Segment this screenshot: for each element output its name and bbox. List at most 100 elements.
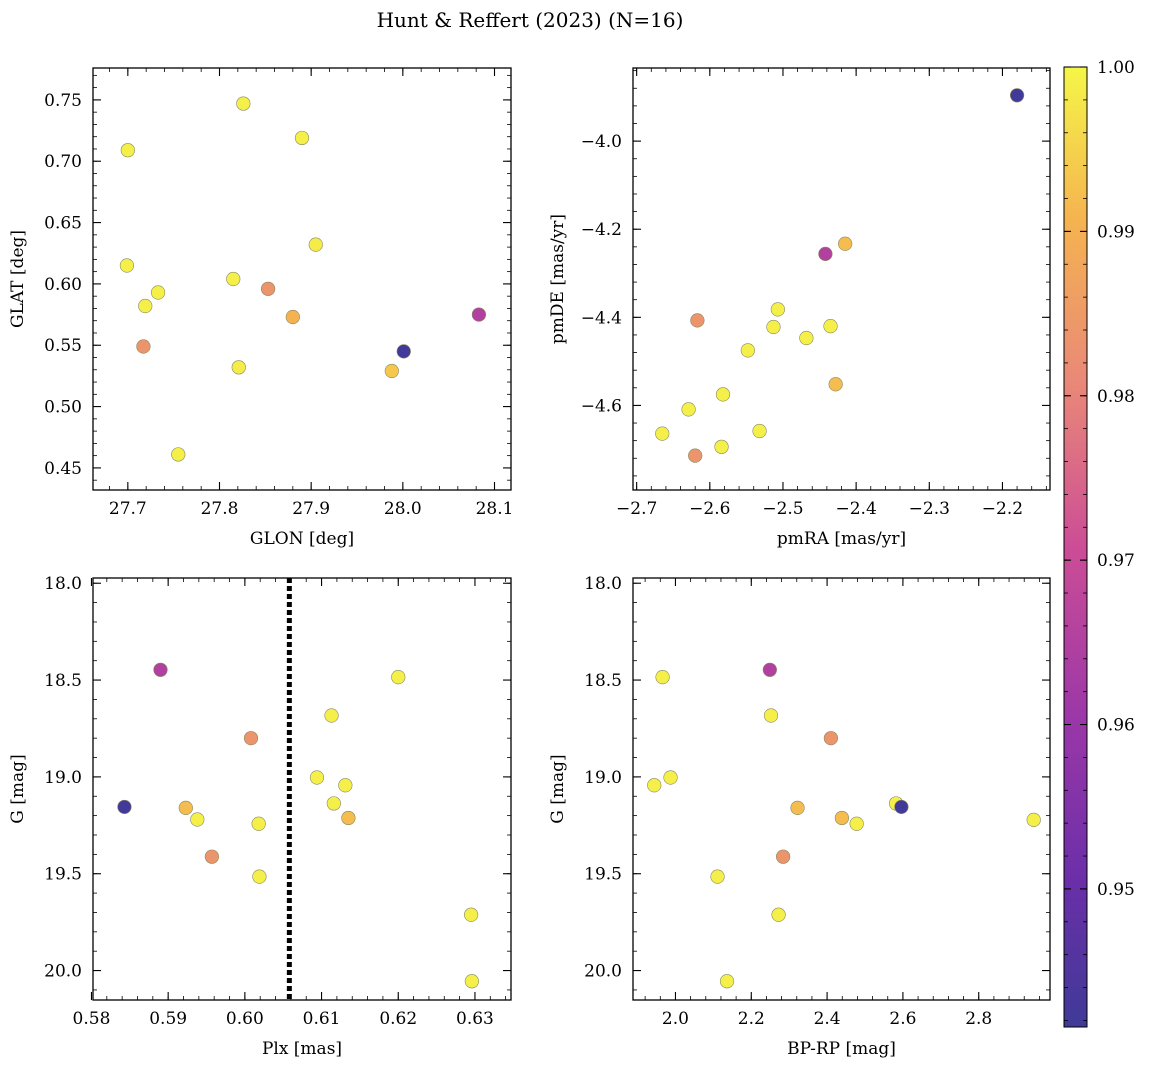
scatter-point [150,285,166,300]
colorbar-gradient [1063,66,1088,1028]
y-axis-label: G [mag] [548,754,568,823]
scatter-point [119,258,135,273]
y-tick-label: 20.0 [44,962,82,982]
scatter-point [338,778,353,793]
scatter-point [294,130,310,146]
scatter-point [120,143,135,158]
scatter-point [178,800,193,815]
scatter-point [285,309,300,325]
scatter-point [1009,88,1025,103]
y-tick-label: 18.5 [584,671,622,691]
scatter-point [790,800,805,815]
y-axis-label: GLAT [deg] [8,230,28,328]
x-tick-label: 2.0 [662,1009,689,1029]
scatter-point [828,377,843,392]
scatter-point [771,907,786,922]
x-tick-label: 0.60 [226,1009,264,1029]
colorbar-tick-label: 0.95 [1097,880,1135,900]
scatter-point [396,344,411,359]
scatter-point [849,816,864,831]
colorbar-tick-label: 0.99 [1097,222,1135,242]
y-tick-label: 19.5 [44,865,82,885]
scatter-point [763,708,779,723]
y-tick-label: −4.2 [581,220,622,240]
scatter-point [690,313,705,328]
y-tick-label: −4.4 [581,308,622,328]
x-tick-label: −2.5 [762,499,803,519]
scatter-point [309,770,325,785]
colorbar-tick-label: 0.97 [1097,551,1135,571]
plot-frame [92,67,512,491]
scatter-point [710,869,725,884]
y-tick-label: 0.75 [44,91,82,111]
plot-frame [632,67,1051,491]
x-tick-label: 27.7 [109,499,147,519]
y-tick-label: 19.0 [584,768,622,788]
y-tick-label: 0.70 [44,152,82,172]
scatter-point [740,343,755,358]
scatter-point [136,339,151,354]
scatter-point [324,708,339,723]
scatter-point [766,319,781,335]
scatter-point [138,298,153,314]
x-tick-label: −2.3 [909,499,950,519]
scatter-point [190,812,205,827]
scatter-point [341,810,356,826]
scatter-point [681,402,696,417]
y-tick-label: −4.0 [581,132,622,152]
x-tick-label: 28.0 [384,499,422,519]
x-tick-label: 0.58 [73,1009,111,1029]
x-tick-label: 0.59 [149,1009,187,1029]
scatter-point [236,96,251,111]
scatter-point [823,319,838,334]
scatter-point [308,237,323,252]
y-tick-label: 0.50 [44,398,82,418]
scatter-point [834,810,849,826]
panel-plx-g: 0.58 0.59 0.60 0.61 0.62 0.63 18.0 18.5 19.0 19.5… [8,574,512,1059]
scatter-point [752,423,767,439]
x-tick-label: 2.8 [965,1009,992,1029]
x-tick-label: 27.9 [292,499,330,519]
figure-title: Hunt & Reffert (2023) (N=16) [377,8,684,32]
scatter-point [326,796,341,811]
y-tick-label: 19.0 [44,768,82,788]
colorbar-tick-label: 1.00 [1097,58,1135,78]
scatter-point [464,974,479,989]
scatter-point [688,448,703,463]
scatter-point [818,246,833,261]
x-tick-label: −2.2 [982,499,1023,519]
y-axis-label: pmDE [mas/yr] [548,214,568,344]
y-tick-label: 0.65 [44,214,82,234]
scatter-point [153,662,168,677]
scatter-point [1026,812,1041,827]
scatter-point [894,799,909,815]
scatter-point [251,816,266,831]
x-tick-label: 27.8 [201,499,239,519]
scatter-point [799,330,814,346]
scatter-point [204,849,219,864]
colorbar-tick-label: 0.98 [1097,387,1135,407]
scatter-point [243,731,259,746]
x-tick-label: 0.62 [379,1009,417,1029]
y-tick-label: −4.6 [581,396,622,416]
x-axis-label: Plx [mas] [262,1039,342,1059]
plot-frame [92,577,512,1001]
scatter-point [770,302,785,317]
x-tick-label: −2.7 [616,499,657,519]
panel-glon-glat: 27.7 27.8 27.9 28.0 28.1 0.45 0.50 0.55 0.60 0.65… [8,67,513,549]
scatter-point [838,236,853,251]
x-tick-label: 2.6 [889,1009,916,1029]
y-tick-label: 19.5 [584,865,622,885]
scatter-point [171,447,186,462]
scatter-point [647,778,662,793]
y-tick-label: 18.0 [44,574,82,594]
scatter-point [719,974,735,989]
x-tick-label: −2.6 [689,499,730,519]
y-tick-label: 0.55 [44,336,82,356]
scatter-point [226,271,241,287]
scatter-point [655,426,670,441]
x-tick-label: −2.4 [835,499,876,519]
panel-bprp-g: 2.0 2.2 2.4 2.6 2.8 18.0 18.5 19.0 19.5 20.0 BP-RP… [548,574,1051,1059]
scatter-point [715,387,731,402]
x-axis-label: GLON [deg] [250,529,354,549]
